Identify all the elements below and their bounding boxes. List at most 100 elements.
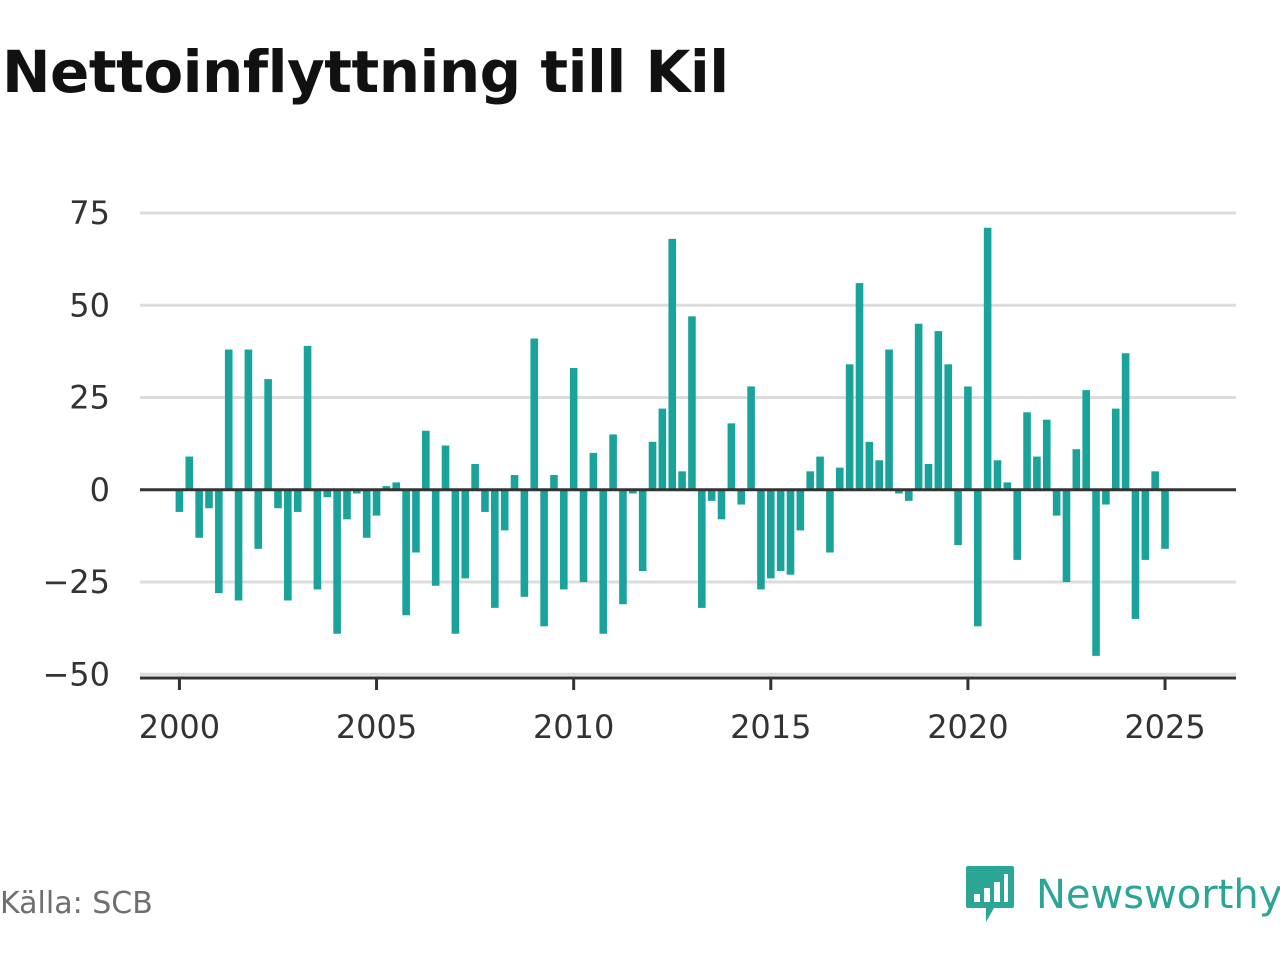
bar xyxy=(491,489,499,608)
bar xyxy=(895,489,903,494)
bar xyxy=(845,364,854,490)
bar xyxy=(234,489,243,601)
bar xyxy=(215,489,223,594)
bar xyxy=(274,489,282,509)
bar xyxy=(1141,489,1150,560)
bar xyxy=(796,489,805,531)
x-tick-label: 2010 xyxy=(533,708,614,746)
bar xyxy=(934,331,943,490)
bar xyxy=(185,456,194,490)
bar xyxy=(589,452,598,490)
bar xyxy=(766,489,775,579)
bar xyxy=(293,489,302,512)
bar xyxy=(402,489,410,616)
bar xyxy=(924,463,933,490)
bar xyxy=(648,441,657,490)
bar xyxy=(569,368,578,490)
newsworthy-chat-bars-icon xyxy=(966,866,1014,922)
bar xyxy=(964,386,972,490)
bar xyxy=(284,489,292,601)
bar xyxy=(481,489,489,512)
bar xyxy=(1003,482,1012,490)
bar xyxy=(993,460,1002,490)
newsworthy-logo: Newsworthy xyxy=(964,864,1280,926)
bar xyxy=(1121,353,1130,490)
bar xyxy=(303,345,312,490)
bar xyxy=(707,489,716,501)
bar xyxy=(1062,489,1071,583)
bar xyxy=(372,489,381,516)
bar xyxy=(510,475,519,490)
axes xyxy=(140,488,1236,690)
bar xyxy=(816,456,824,490)
bar xyxy=(333,489,341,634)
bar xyxy=(629,489,637,494)
bar xyxy=(658,408,667,490)
bar xyxy=(550,475,558,490)
bar xyxy=(786,489,795,575)
x-tick-label: 2020 xyxy=(927,708,1008,746)
bar xyxy=(954,489,962,546)
bar xyxy=(1033,456,1041,490)
y-tick-label: 25 xyxy=(69,379,110,417)
y-tick-label: 0 xyxy=(90,471,110,509)
bar xyxy=(224,349,233,490)
bar xyxy=(1052,489,1061,516)
bar xyxy=(668,238,677,490)
bar xyxy=(855,283,864,490)
bar xyxy=(914,323,923,490)
bar xyxy=(579,489,588,583)
bar xyxy=(717,489,726,520)
y-axis-tick-labels: 75 50 25 0 −25 −50 xyxy=(42,194,110,693)
bar xyxy=(205,489,213,509)
bar xyxy=(1161,489,1169,549)
source-credit: Källa: SCB xyxy=(0,886,153,921)
bar xyxy=(441,445,450,490)
bar xyxy=(461,489,470,579)
bar xyxy=(353,489,361,494)
bar xyxy=(619,489,627,605)
x-tick-label: 2000 xyxy=(139,708,220,746)
bar xyxy=(244,349,253,490)
bar xyxy=(175,489,184,512)
bar xyxy=(599,489,608,634)
bar xyxy=(865,441,874,490)
bar xyxy=(500,489,509,531)
brand-name: Newsworthy xyxy=(1036,872,1280,918)
bar xyxy=(885,349,893,490)
bar xyxy=(392,482,401,490)
bar xyxy=(638,489,647,571)
bar xyxy=(1072,449,1081,490)
bar xyxy=(678,471,686,490)
bar xyxy=(362,489,371,538)
bar xyxy=(688,316,696,490)
bar xyxy=(973,489,982,627)
bar xyxy=(343,489,351,520)
bar xyxy=(323,489,332,498)
bar xyxy=(826,489,834,553)
bar xyxy=(313,489,322,590)
bar xyxy=(1023,412,1031,490)
bar xyxy=(727,423,736,490)
bar xyxy=(944,364,953,490)
bar xyxy=(875,460,884,490)
bar xyxy=(983,227,992,490)
y-tick-label: 50 xyxy=(69,286,110,324)
bar xyxy=(520,489,529,597)
gridlines xyxy=(140,211,1236,676)
page-title: Nettoinflyttning till Kil xyxy=(2,38,729,106)
bar xyxy=(195,489,203,538)
bar xyxy=(757,489,765,590)
bar xyxy=(1102,489,1110,505)
bar xyxy=(737,489,746,505)
x-tick-label: 2005 xyxy=(336,708,417,746)
bar xyxy=(697,489,706,608)
bar xyxy=(1082,390,1090,490)
bar xyxy=(382,486,391,490)
bar xyxy=(609,434,617,490)
bar xyxy=(451,489,460,634)
bar-series xyxy=(175,227,1169,656)
y-tick-label: 75 xyxy=(69,194,110,232)
bar xyxy=(264,379,272,490)
